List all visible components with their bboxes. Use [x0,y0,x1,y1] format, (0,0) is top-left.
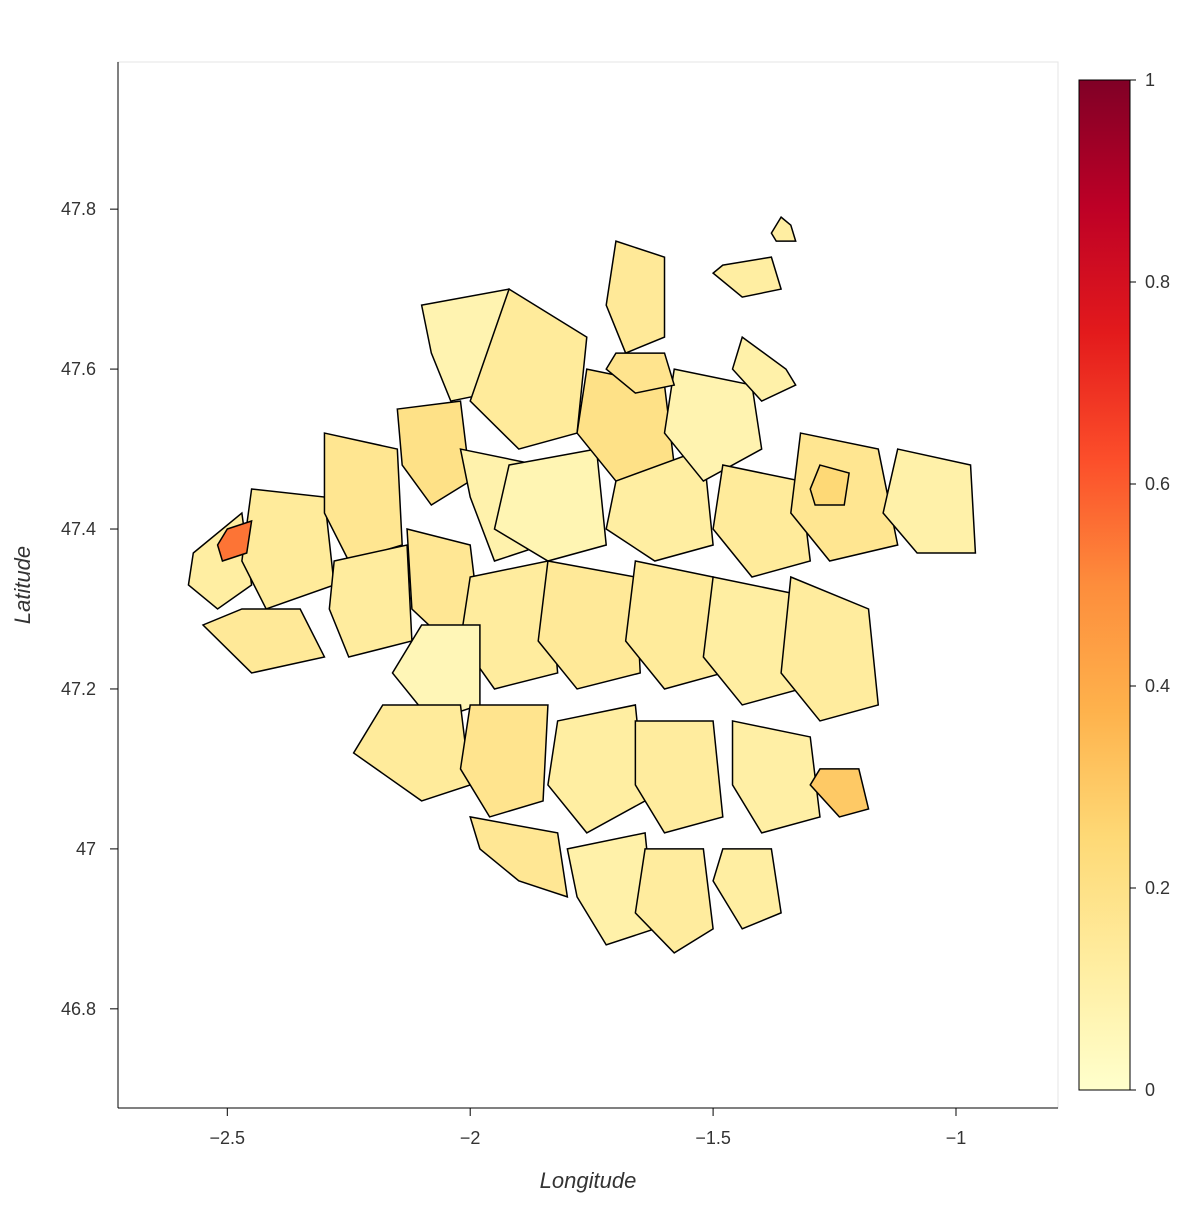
region [469,815,569,898]
colorbar-tick-label: 0 [1145,1080,1155,1100]
x-tick-label: −1.5 [695,1128,731,1148]
region [711,256,783,298]
region [712,848,782,930]
colorbar-tick-label: 0.8 [1145,272,1170,292]
colorbar-tick-label: 0.6 [1145,474,1170,494]
y-tick-label: 47 [76,839,96,859]
region [537,560,642,690]
x-axis-label: Longitude [540,1168,637,1193]
region [459,704,549,818]
colorbar-tick-label: 1 [1145,70,1155,90]
x-tick-label: −1 [946,1128,967,1148]
region [780,575,880,722]
region [634,848,714,954]
region [702,576,802,706]
region [663,368,763,482]
region [624,560,724,690]
y-tick-label: 47.6 [61,359,96,379]
region [882,448,977,554]
region [731,720,821,834]
colorbar-tick-label: 0.4 [1145,676,1170,696]
region [201,608,326,674]
region [216,519,253,562]
y-tick-label: 47.2 [61,679,96,699]
region [396,400,471,507]
region [731,335,797,402]
region [605,240,666,355]
region [547,704,646,834]
region [809,464,850,506]
y-tick-label: 46.8 [61,999,96,1019]
colorbar [1078,79,1131,1091]
region [809,768,870,818]
y-tick-label: 47.8 [61,199,96,219]
region [566,832,656,946]
region [352,704,472,802]
region [605,352,676,394]
x-tick-label: −2 [460,1128,481,1148]
region [328,544,413,658]
region [469,287,588,450]
region [493,448,608,562]
y-axis-label: Latitude [10,546,35,624]
colorbar-tick-label: 0.2 [1145,878,1170,898]
region [770,216,797,242]
region [634,720,724,834]
y-tick-label: 47.4 [61,519,96,539]
region [712,464,812,578]
x-tick-label: −2.5 [210,1128,246,1148]
